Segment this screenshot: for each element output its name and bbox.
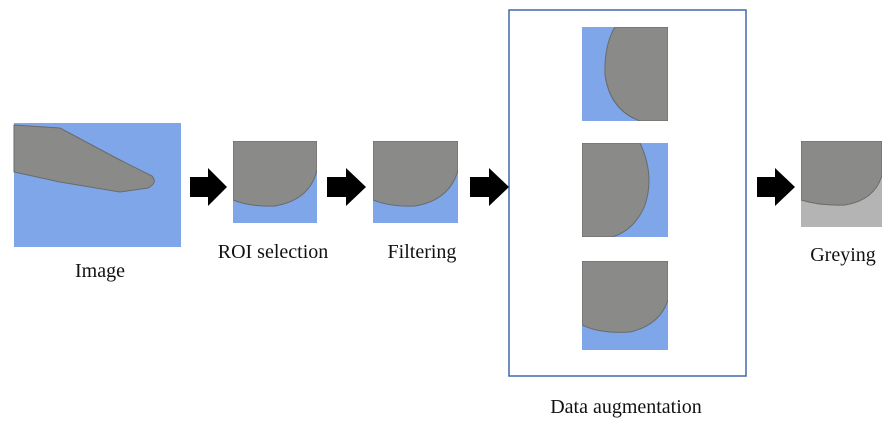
step-label: Image (75, 260, 125, 282)
augmented-image (582, 261, 668, 350)
step-label: ROI selection (218, 241, 329, 263)
augmented-image (582, 27, 668, 121)
step-label: Greying (810, 244, 876, 266)
pipeline-diagram: Image ROI selection Filtering Data augme… (0, 0, 882, 421)
arrow (190, 168, 227, 206)
arrow (470, 168, 509, 206)
step-label: Data augmentation (550, 396, 702, 418)
roi-image (233, 141, 317, 223)
filtered-image (373, 141, 458, 223)
source-image (14, 123, 181, 247)
arrow (757, 168, 795, 206)
arrow (327, 168, 366, 206)
step-label: Filtering (388, 241, 457, 263)
augmented-image (582, 143, 668, 237)
grey-image (801, 141, 882, 227)
